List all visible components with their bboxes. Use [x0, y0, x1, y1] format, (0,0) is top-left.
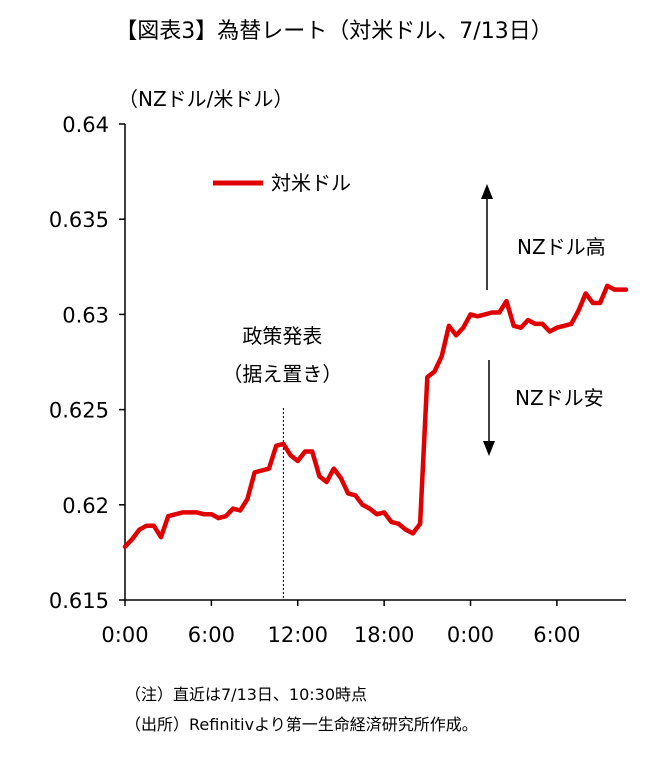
y-tick-label: 0.635 — [49, 208, 109, 232]
policy-announcement-label: 政策発表 — [242, 324, 322, 348]
source-line: （出所）Refinitivより第一生命経済研究所作成。 — [125, 715, 478, 734]
x-axis-ticks: 0:00 6:00 12:00 18:00 0:00 6:00 — [101, 600, 580, 647]
x-tick-label: 12:00 — [267, 623, 328, 647]
x-tick-label: 6:00 — [533, 623, 580, 647]
y-tick-label: 0.615 — [49, 589, 109, 613]
y-axis-ticks: 0.64 0.635 0.63 0.625 0.62 0.615 — [49, 113, 125, 613]
y-tick-label: 0.64 — [62, 113, 109, 137]
x-tick-label: 0:00 — [101, 623, 148, 647]
x-tick-label: 0:00 — [447, 623, 494, 647]
up-arrow-icon — [481, 184, 493, 290]
down-arrow-icon — [483, 360, 495, 456]
legend-label: 対米ドル — [271, 171, 351, 195]
x-tick-label: 18:00 — [354, 623, 415, 647]
y-tick-label: 0.625 — [49, 399, 109, 423]
chart-title: 【図表3】為替レート（対米ドル、7/13日） — [115, 19, 552, 44]
y-axis-unit-label: （NZドル/米ドル） — [118, 87, 293, 111]
series-line-usd — [122, 283, 629, 549]
x-tick-label: 6:00 — [188, 623, 235, 647]
y-tick-label: 0.62 — [62, 494, 109, 518]
legend: 対米ドル — [213, 171, 351, 195]
policy-announcement-sublabel: （据え置き） — [222, 362, 342, 386]
y-tick-label: 0.63 — [62, 303, 109, 327]
note-line: （注）直近は7/13日、10:30時点 — [125, 685, 367, 704]
nzd-weak-label: NZドル安 — [515, 386, 604, 410]
nzd-strong-label: NZドル高 — [517, 235, 606, 259]
